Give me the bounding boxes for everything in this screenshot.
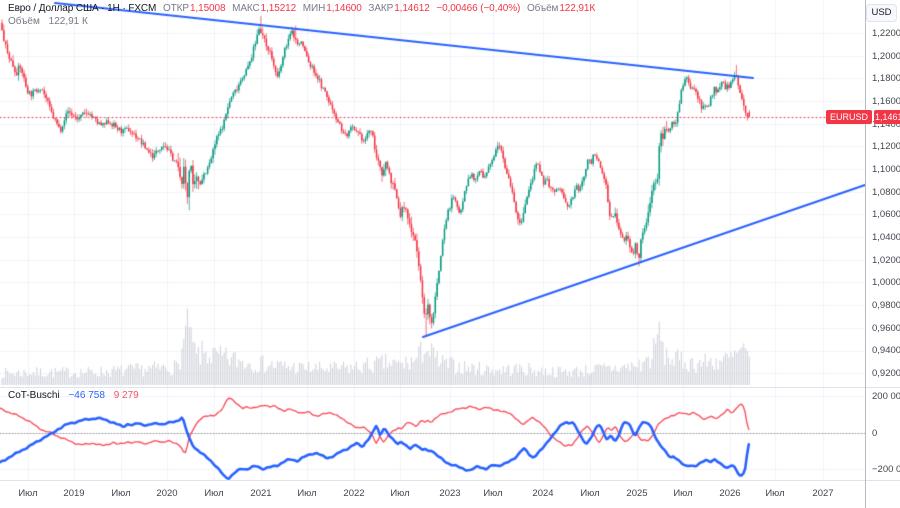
time-tick: Июл	[390, 488, 410, 499]
cot-blue-value: −46 758	[68, 390, 105, 401]
price-tick: 0,92000	[872, 368, 900, 379]
axis-separator-right	[865, 0, 866, 508]
currency-toggle-button[interactable]: USD	[866, 4, 897, 22]
price-tick: 1,22000	[872, 28, 900, 39]
axis-separator-bottom	[0, 480, 900, 481]
time-tick: Июл	[111, 488, 131, 499]
price-tick: 1,14000	[872, 119, 900, 130]
time-tick: 2022	[343, 488, 365, 499]
symbol-legend: Евро / Доллар США · 1Н · FXCM ОТКР1,1500…	[8, 3, 599, 14]
time-tick: 2021	[250, 488, 272, 499]
high-label: МАКС	[232, 3, 260, 14]
cot-tick: 0	[872, 428, 878, 439]
price-tick: 1,16000	[872, 96, 900, 107]
volume-legend: Объём 122,91 К	[8, 16, 88, 27]
last-price-symbol: EURUSD	[826, 110, 873, 124]
price-axis[interactable]: USD 1,220001,200001,180001,160001,140001…	[866, 0, 900, 508]
time-tick: Июл	[297, 488, 317, 499]
price-tick: 1,08000	[872, 187, 900, 198]
open-label: ОТКР	[162, 3, 189, 14]
price-tick: 1,06000	[872, 209, 900, 220]
cot-legend: CoT-Buschi −46 758 9 279	[8, 390, 139, 401]
time-tick: 2026	[719, 488, 741, 499]
time-tick: 2019	[63, 488, 85, 499]
time-tick: Июл	[580, 488, 600, 499]
volume-value: 122,91К	[559, 3, 596, 14]
high-value: 1,15212	[260, 3, 297, 14]
time-tick: 2027	[812, 488, 834, 499]
time-tick: Июл	[673, 488, 693, 499]
last-price-value: 1,14612	[874, 110, 900, 124]
time-tick: Июл	[483, 488, 503, 499]
volume-indicator-label: Объём	[8, 16, 40, 27]
price-tick: 1,04000	[872, 232, 900, 243]
symbol-title: Евро / Доллар США · 1Н · FXCM	[8, 3, 157, 14]
time-tick: 2025	[626, 488, 648, 499]
time-tick: 2020	[156, 488, 178, 499]
cot-tick: 200 000	[872, 391, 900, 402]
cot-red-value: 9 279	[113, 390, 139, 401]
time-tick: Июл	[765, 488, 785, 499]
volume-indicator-value: 122,91 К	[48, 16, 88, 27]
time-tick: Июл	[204, 488, 224, 499]
volume-label: Объём	[526, 3, 559, 14]
time-tick: 2023	[439, 488, 461, 499]
low-value: 1,14600	[326, 3, 362, 14]
close-label: ЗАКР	[368, 3, 394, 14]
price-tick: 1,10000	[872, 164, 900, 175]
change-value: −0,00466 (−0,40%)	[436, 3, 521, 14]
price-tick: 1,18000	[872, 73, 900, 84]
price-tick: 1,12000	[872, 141, 900, 152]
open-value: 1,15008	[189, 3, 226, 14]
low-label: МИН	[302, 3, 326, 14]
pane-separator-main-cot[interactable]	[0, 387, 900, 388]
close-value: 1,14612	[394, 3, 430, 14]
time-tick: 2024	[532, 488, 554, 499]
time-axis[interactable]: Июл 2019 Июл 2020 Июл 2021 Июл 2022 Июл 2023 Июл 20…	[0, 481, 866, 508]
cot-title: CoT-Buschi	[8, 390, 60, 401]
last-price-tag: EURUSD 1,14612	[826, 110, 900, 124]
cot-tick: −200 000	[872, 464, 900, 475]
time-tick: Июл	[18, 488, 38, 499]
